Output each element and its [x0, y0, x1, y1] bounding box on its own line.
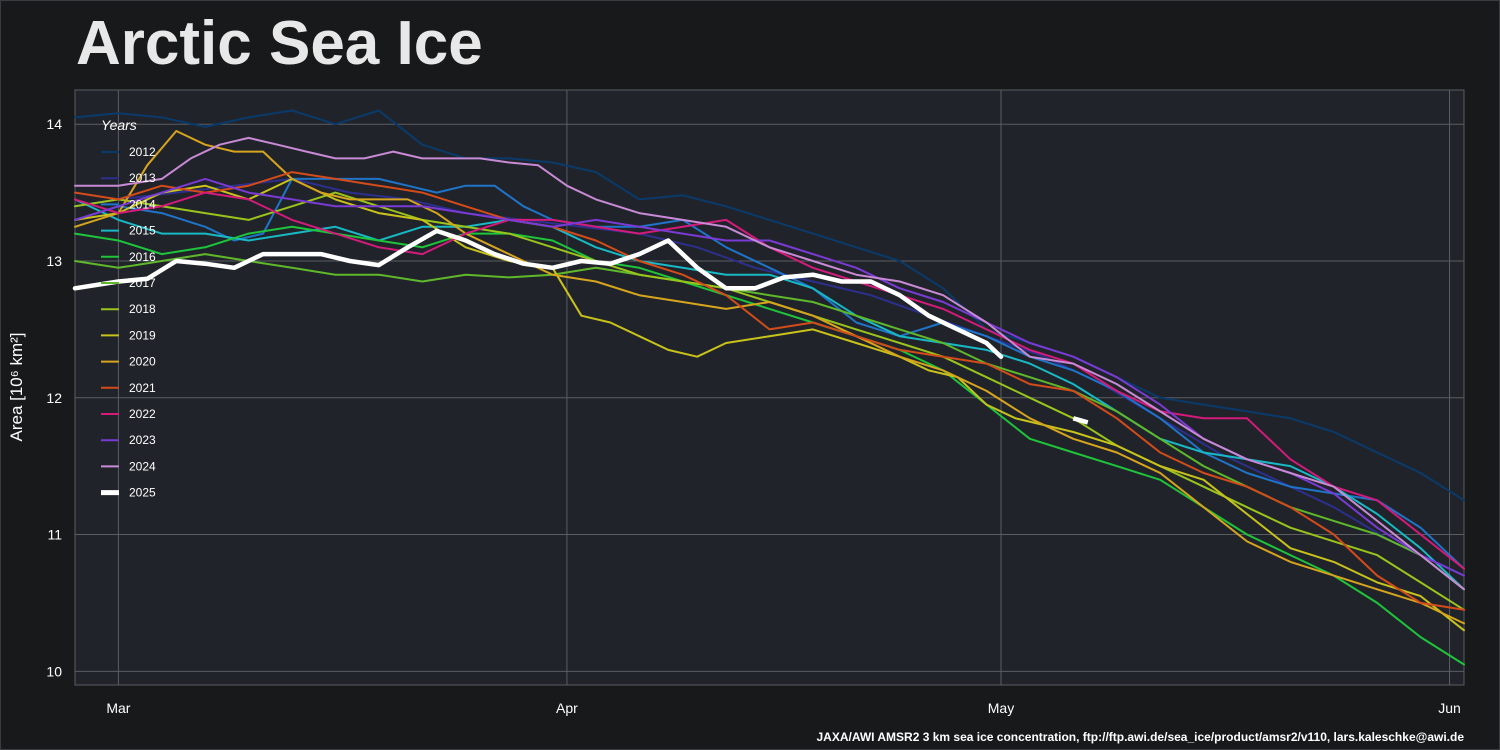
x-tick-label: May: [988, 700, 1014, 716]
legend-label-2019: 2019: [129, 328, 156, 342]
series-line-2012: [74, 109, 1465, 502]
legend-label-2023: 2023: [129, 433, 156, 447]
y-tick-label: 12: [46, 390, 62, 406]
legend-label-2025: 2025: [129, 486, 156, 500]
legend-label-2018: 2018: [129, 302, 156, 316]
y-tick-label: 11: [47, 527, 62, 543]
legend-label-2013: 2013: [129, 171, 156, 185]
legend-label-2016: 2016: [129, 250, 156, 264]
legend-label-2015: 2015: [129, 224, 156, 238]
series-line-2024: [74, 136, 1465, 591]
series-line-2021: [74, 171, 1465, 611]
series-line-2025-segment: [1072, 416, 1089, 425]
legend-label-2024: 2024: [129, 459, 156, 473]
series-line-2025: [72, 228, 1004, 359]
y-tick-label: 13: [46, 253, 62, 269]
legend-label-2017: 2017: [129, 276, 156, 290]
y-tick-label: 14: [46, 116, 62, 132]
series-layer: [72, 109, 1465, 666]
legend-title: Years: [101, 117, 137, 133]
legend-label-2020: 2020: [129, 355, 156, 369]
series-line-2017: [74, 253, 1465, 591]
y-tick-label: 10: [46, 663, 62, 679]
series-line-2019: [74, 177, 1465, 632]
x-tick-label: Mar: [106, 700, 130, 716]
legend: Years 2012 2013 2014 2015 2016 2017 2018 2019 202…: [101, 117, 156, 500]
legend-label-2021: 2021: [129, 381, 156, 395]
series-line-2016: [74, 225, 1465, 666]
series-line-2020: [74, 130, 1465, 625]
data-credit: JAXA/AWI AMSR2 3 km sea ice concentratio…: [816, 730, 1464, 744]
legend-label-2012: 2012: [129, 145, 156, 159]
legend-label-2022: 2022: [129, 407, 156, 421]
gridlines: [75, 90, 1464, 685]
legend-label-2014: 2014: [129, 197, 156, 211]
y-tick-labels: 10 11 12 13 14: [46, 116, 62, 679]
page-title: Arctic Sea Ice: [76, 9, 483, 78]
x-tick-label: Apr: [556, 700, 578, 716]
x-tick-label: Jun: [1438, 700, 1461, 716]
plot-background: [74, 89, 1465, 686]
y-axis-label: Area [10⁶ km²]: [7, 332, 26, 441]
x-tick-labels: Mar Apr May Jun: [106, 700, 1460, 716]
series-line-2015: [74, 198, 1465, 591]
